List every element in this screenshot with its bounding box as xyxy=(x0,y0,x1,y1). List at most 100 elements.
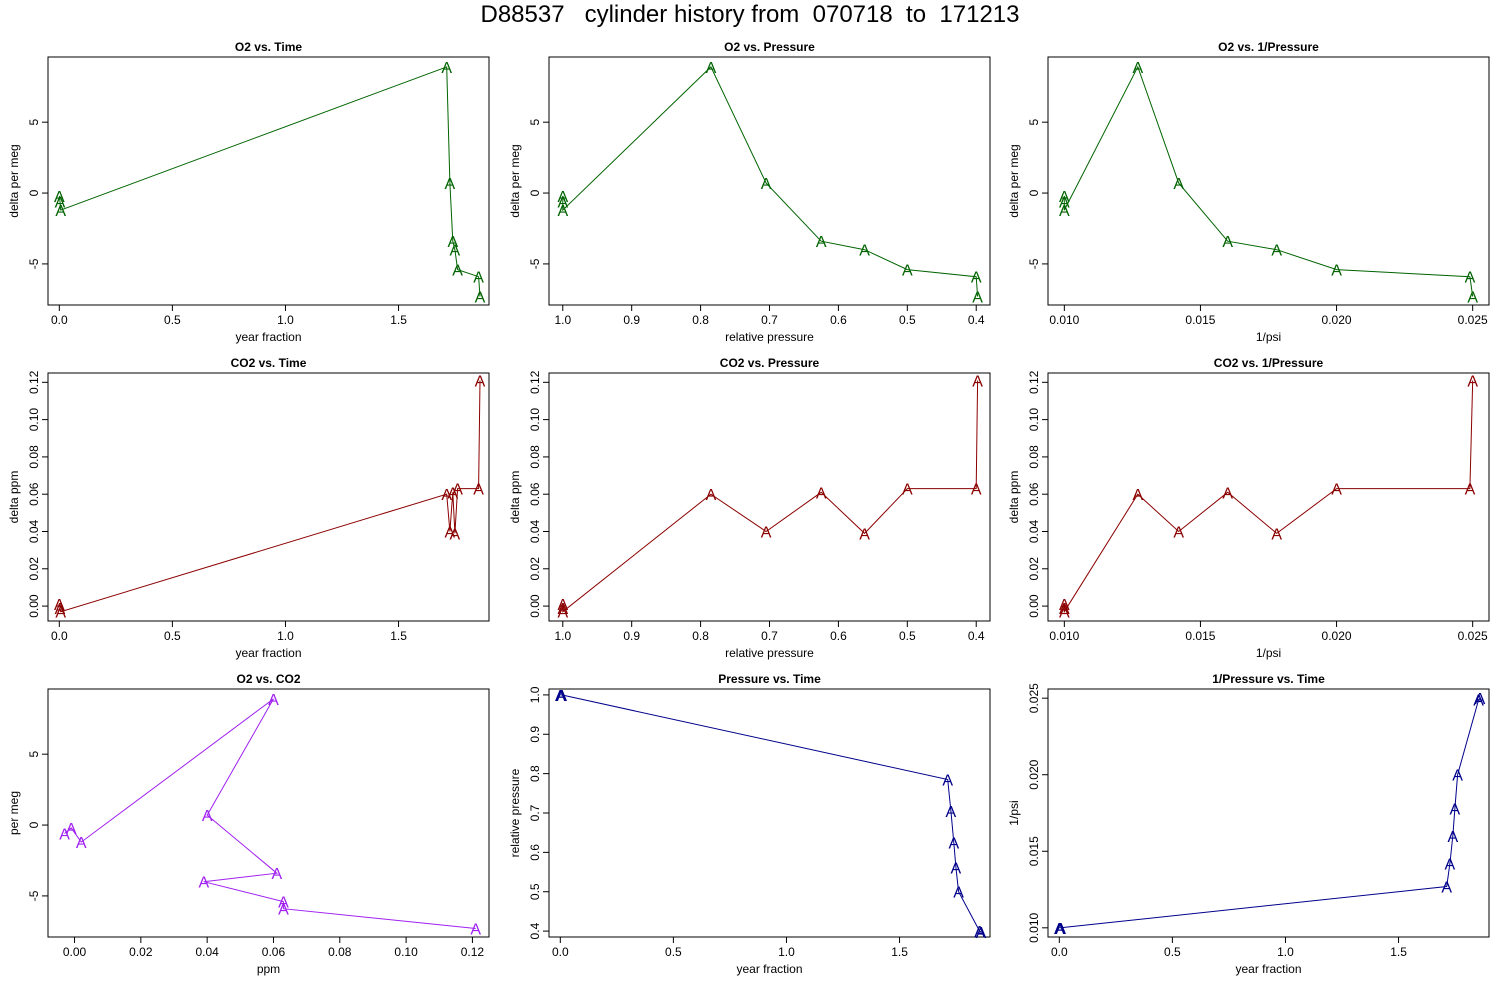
series-line xyxy=(1059,697,1481,929)
plot-frame xyxy=(548,688,991,938)
y-tick-label: 0.00 xyxy=(27,594,41,618)
y-axis-label: delta ppm xyxy=(508,471,522,524)
data-point: A xyxy=(902,263,913,280)
x-tick-label: 0.5 xyxy=(665,945,682,959)
y-tick-label: -5 xyxy=(27,890,41,901)
x-axis-label: 1/psi xyxy=(1256,330,1281,344)
y-tick-label: 0.04 xyxy=(1027,519,1041,543)
y-tick-label: 0 xyxy=(27,821,41,828)
data-point: A xyxy=(1467,373,1478,390)
data-point: A xyxy=(1465,270,1476,287)
y-tick-label: 5 xyxy=(27,119,41,126)
x-tick-label: 0.020 xyxy=(1322,629,1352,643)
data-point: A xyxy=(951,860,962,877)
chart-panel: CO2 vs. 1/Pressure 0.010 0.015 0.020 0.025 0.… xyxy=(1007,356,1490,660)
y-tick-label: 0.8 xyxy=(528,765,542,782)
data-point: A xyxy=(557,203,568,220)
data-point: A xyxy=(445,176,456,193)
x-axis-label: year fraction xyxy=(235,646,301,660)
data-point: A xyxy=(452,482,463,499)
x-axis-label: 1/psi xyxy=(1256,646,1281,660)
series-line xyxy=(64,698,476,929)
y-tick-label: 0.06 xyxy=(528,482,542,506)
x-tick-label: 0.08 xyxy=(328,945,352,959)
x-tick-label: 0.9 xyxy=(623,313,640,327)
data-point: A xyxy=(974,924,985,941)
y-axis-label: 1/psi xyxy=(1007,800,1021,825)
data-point: A xyxy=(1452,768,1463,785)
y-tick-label: 5 xyxy=(27,751,41,758)
data-point: A xyxy=(271,866,282,883)
y-tick-label: -5 xyxy=(1027,258,1041,269)
data-point: A xyxy=(66,821,77,838)
x-tick-label: 0.5 xyxy=(164,629,181,643)
x-axis-label: year fraction xyxy=(235,330,301,344)
y-tick-label: -5 xyxy=(528,258,542,269)
x-tick-label: 0.12 xyxy=(461,945,485,959)
chart-panel: O2 vs. Pressure 1.0 0.9 0.8 0.7 0.6 0.5 0.4 -5 0 5… xyxy=(508,40,991,344)
x-axis-label: relative pressure xyxy=(725,330,814,344)
x-tick-label: 0.025 xyxy=(1458,629,1488,643)
y-tick-label: 0.6 xyxy=(528,844,542,861)
data-point: A xyxy=(54,189,65,206)
y-axis-label: relative pressure xyxy=(508,768,522,857)
y-tick-label: 0.9 xyxy=(528,726,542,743)
data-point: A xyxy=(452,263,463,280)
series-line xyxy=(562,66,979,297)
y-axis-label: delta ppm xyxy=(1007,471,1021,524)
data-point: A xyxy=(816,234,827,251)
data-point: A xyxy=(1059,605,1070,622)
y-axis-label: delta ppm xyxy=(7,471,21,524)
y-tick-label: 5 xyxy=(528,119,542,126)
data-point: A xyxy=(1173,524,1184,541)
series-line xyxy=(58,380,481,613)
chart-panel: CO2 vs. Time 0.0 0.5 1.0 1.5 0.00 0.02 0.04 0.06… xyxy=(7,356,490,660)
y-tick-label: 0 xyxy=(528,189,542,196)
data-point: A xyxy=(902,482,913,499)
data-point: A xyxy=(473,270,484,287)
data-point: A xyxy=(475,373,486,390)
data-point: A xyxy=(1055,921,1066,938)
data-point: A xyxy=(1132,60,1143,77)
x-tick-label: 1.0 xyxy=(277,629,294,643)
data-point: A xyxy=(706,60,717,77)
series-line xyxy=(560,694,982,933)
data-point: A xyxy=(557,195,568,212)
x-tick-label: 0.00 xyxy=(63,945,87,959)
x-tick-label: 0.010 xyxy=(1049,313,1079,327)
x-tick-label: 0.010 xyxy=(1049,629,1079,643)
x-tick-label: 0.5 xyxy=(899,313,916,327)
data-point: A xyxy=(1473,693,1484,710)
data-point: A xyxy=(971,270,982,287)
data-point: A xyxy=(1173,176,1184,193)
data-point: A xyxy=(942,773,953,790)
x-tick-label: 0.025 xyxy=(1458,313,1488,327)
data-point: A xyxy=(55,605,66,622)
chart-panel: Pressure vs. Time 0.0 0.5 1.0 1.5 0.4 0.5 0.6 0.… xyxy=(508,672,991,976)
data-point: A xyxy=(1222,485,1233,502)
data-point: A xyxy=(1055,921,1066,938)
x-tick-label: 0.015 xyxy=(1185,629,1215,643)
series-line xyxy=(1063,380,1474,614)
x-tick-label: 1.0 xyxy=(554,313,571,327)
plot-frame xyxy=(47,372,490,622)
data-point: A xyxy=(450,526,461,543)
data-point: A xyxy=(557,605,568,622)
data-point: A xyxy=(556,688,567,705)
panel-title: Pressure vs. Time xyxy=(718,672,821,686)
x-tick-label: 1.5 xyxy=(390,629,407,643)
x-tick-label: 1.5 xyxy=(390,313,407,327)
data-point: A xyxy=(1054,921,1065,938)
x-tick-label: 0.9 xyxy=(623,629,640,643)
data-point: A xyxy=(54,597,65,614)
data-point: A xyxy=(441,60,452,77)
y-tick-label: 0.06 xyxy=(27,482,41,506)
x-tick-label: 0.4 xyxy=(968,629,985,643)
panel-title: CO2 vs. 1/Pressure xyxy=(1214,356,1324,370)
y-tick-label: 0 xyxy=(27,189,41,196)
y-tick-label: 0.12 xyxy=(1027,370,1041,394)
plot-frame xyxy=(1047,56,1490,306)
data-point: A xyxy=(971,482,982,499)
data-point: A xyxy=(946,804,957,821)
